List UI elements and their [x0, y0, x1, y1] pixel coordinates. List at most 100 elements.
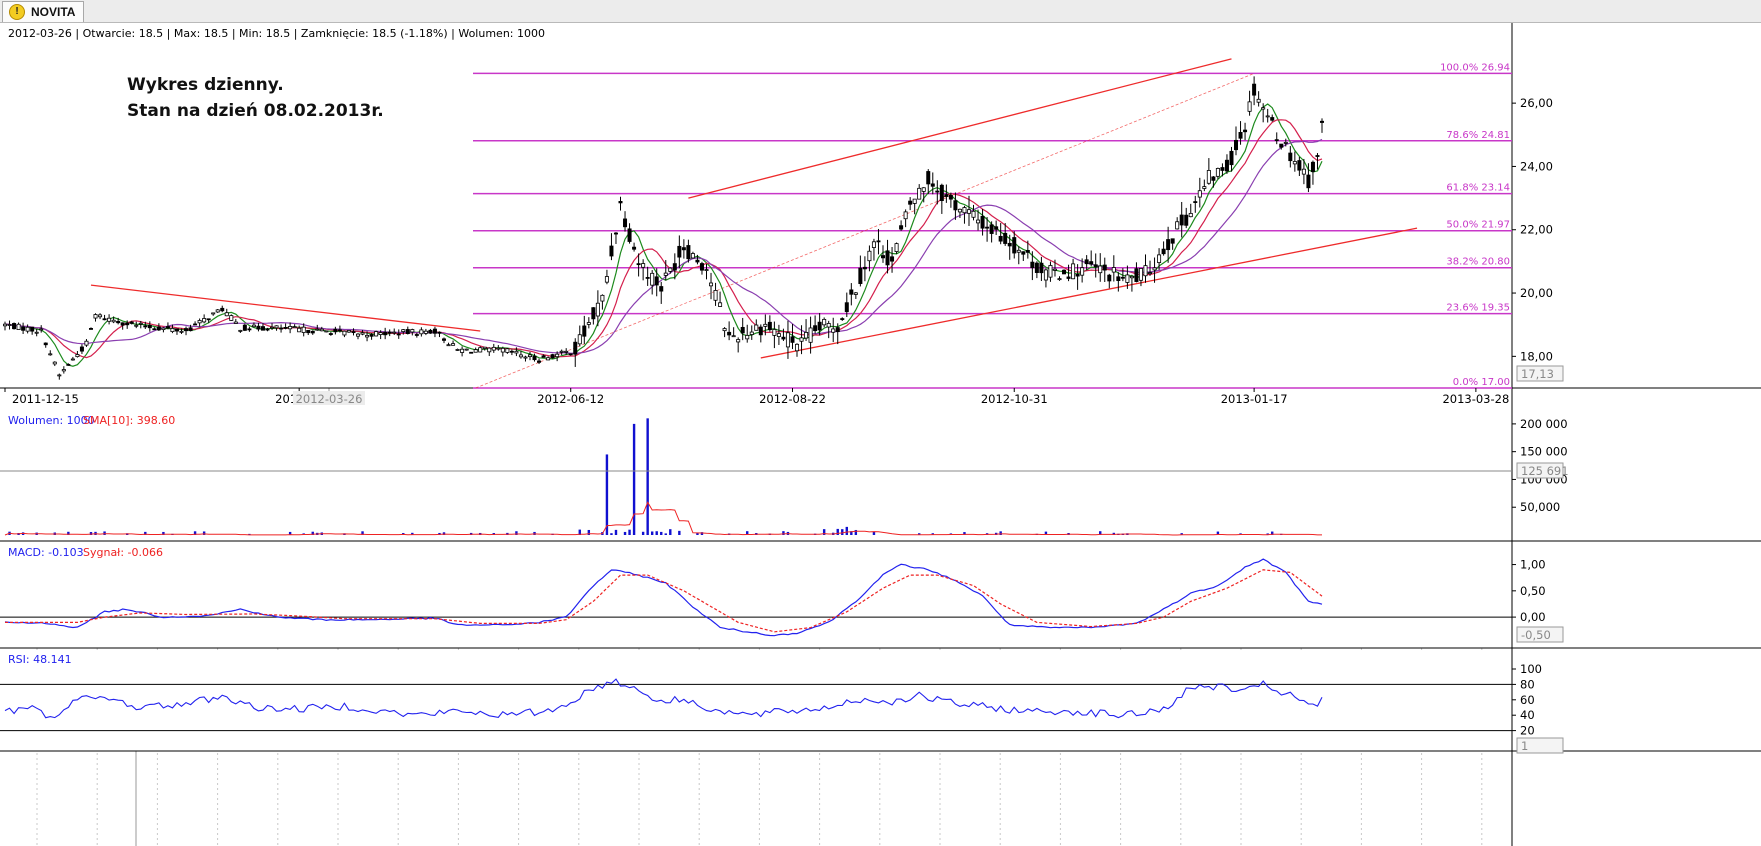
fib-level-label: 0.0% 17.00	[1453, 377, 1510, 388]
candle-body	[831, 328, 836, 333]
candle-body	[1125, 274, 1130, 283]
candle-body	[1315, 155, 1320, 157]
tab-novita[interactable]: ! NOVITA	[2, 1, 85, 22]
candle-body	[1179, 214, 1184, 226]
candle-body	[283, 327, 288, 329]
candle-body	[1270, 117, 1275, 121]
volume-bar	[854, 529, 858, 535]
macd-legend: MACD: -0.103	[8, 546, 84, 559]
candle-body	[908, 200, 913, 205]
candle-body	[953, 200, 958, 211]
candle-body	[125, 322, 130, 326]
candle-body	[165, 326, 170, 329]
candle-body	[161, 327, 166, 331]
candle-body	[1116, 276, 1121, 281]
candle-body	[1089, 261, 1094, 265]
candle-body	[537, 360, 542, 363]
candle-body	[39, 328, 44, 331]
candle-body	[491, 346, 496, 351]
candle-body	[1111, 267, 1116, 273]
signal-legend: Sygnał: -0.066	[83, 546, 163, 559]
candle-body	[428, 329, 433, 334]
price-tick-label: 24,00	[1520, 159, 1553, 173]
candle-body	[523, 356, 528, 359]
candle-body	[279, 327, 284, 330]
rsi-tick-label: 20	[1520, 724, 1535, 738]
candle-body	[926, 171, 931, 185]
candle-body	[849, 289, 854, 295]
macd-tick-label: 0,00	[1520, 610, 1546, 624]
candle-body	[564, 350, 569, 353]
candle-body	[1034, 262, 1039, 273]
candle-body	[346, 330, 351, 333]
candle-body	[423, 330, 428, 334]
volume-bar	[700, 532, 704, 535]
macd-panel-background	[0, 541, 1512, 648]
volume-bar	[822, 529, 826, 535]
candle-body	[79, 346, 84, 352]
candle-body	[116, 320, 121, 324]
candle-body	[532, 355, 537, 361]
candle-body	[1215, 168, 1220, 177]
volume-current-marker: 125 691	[1521, 464, 1569, 478]
candle-body	[251, 324, 256, 328]
candle-body	[34, 331, 39, 334]
candle-body	[102, 318, 107, 321]
candle-body	[822, 318, 827, 326]
candle-body	[292, 326, 297, 329]
price-tick-label: 26,00	[1520, 96, 1553, 110]
candle-body	[441, 338, 446, 341]
candle-body	[1075, 273, 1080, 277]
candle-body	[1184, 214, 1189, 226]
candle-body	[306, 330, 311, 334]
volume-bar	[162, 531, 165, 535]
candle-body	[1016, 249, 1021, 253]
volume-bar	[850, 531, 853, 535]
candle-body	[152, 328, 157, 331]
candle-body	[1229, 150, 1234, 166]
candle-body	[632, 246, 637, 250]
candle-body	[229, 315, 234, 321]
stock-chart[interactable]: 100.0% 26.94 78.6% 24.81 61.8% 23.14 50.0% …	[0, 23, 1761, 846]
candle-body	[147, 325, 152, 329]
candle-body	[405, 329, 410, 334]
candle-body	[419, 329, 424, 335]
volume-sma-legend: SMA[10]: 398.60	[83, 414, 175, 427]
tab-label: NOVITA	[31, 5, 76, 19]
volume-bar	[696, 532, 699, 535]
trendline	[688, 58, 1232, 199]
candle-body	[365, 334, 370, 338]
candle-body	[1274, 139, 1279, 142]
candle-body	[206, 318, 211, 321]
price-tick-label: 22,00	[1520, 223, 1553, 237]
volume-bar	[515, 531, 518, 535]
candle-body	[903, 211, 908, 220]
candle-body	[817, 321, 822, 331]
candle-body	[1098, 265, 1103, 274]
candle-body	[695, 259, 700, 263]
candle-body	[976, 219, 981, 224]
candle-body	[623, 218, 628, 228]
candle-body	[505, 348, 510, 353]
candle-body	[410, 329, 415, 333]
candle-body	[351, 331, 356, 334]
volume-bar	[1112, 532, 1116, 535]
sma-slow-line	[4, 138, 1323, 355]
candle-body	[1007, 242, 1012, 247]
candle-body	[1247, 101, 1252, 112]
volume-tick-label: 50,000	[1520, 500, 1560, 514]
candle-body	[772, 329, 777, 336]
candle-body	[595, 302, 600, 317]
x-axis-label: 2013-01-17	[1221, 392, 1288, 406]
volume-bar	[845, 526, 848, 535]
candle-body	[120, 322, 125, 326]
candle-body	[921, 187, 926, 192]
candle-body	[66, 363, 71, 366]
x-axis-label: 2011-12-15	[12, 392, 79, 406]
candle-body	[1206, 170, 1211, 184]
candle-body	[179, 330, 184, 333]
candle-body	[713, 290, 718, 301]
candle-body	[1084, 259, 1089, 265]
candle-body	[432, 328, 437, 334]
candle-body	[1243, 129, 1248, 133]
